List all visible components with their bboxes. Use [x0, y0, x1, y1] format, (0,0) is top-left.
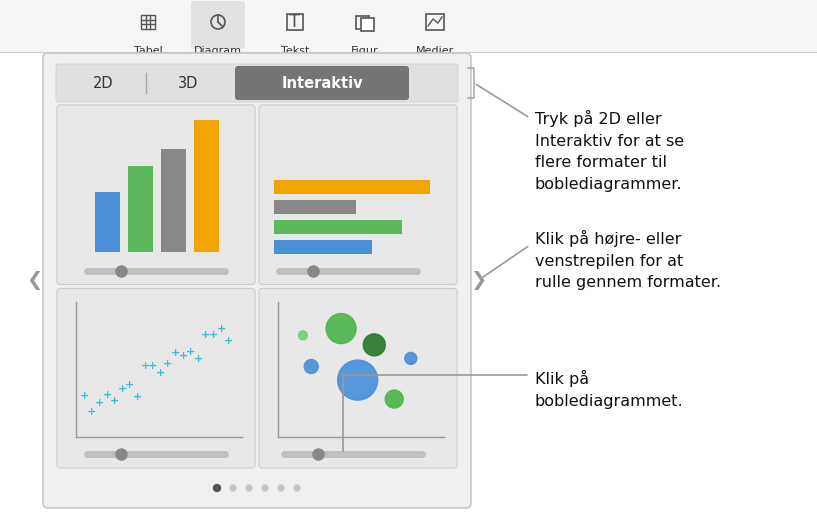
Bar — [361, 18, 374, 31]
Text: T: T — [289, 13, 301, 31]
Circle shape — [337, 360, 377, 400]
Circle shape — [262, 485, 268, 491]
Text: +: + — [148, 361, 158, 371]
FancyBboxPatch shape — [235, 66, 409, 100]
Text: 3D: 3D — [178, 76, 199, 91]
Text: +: + — [201, 330, 211, 340]
Text: ❮: ❮ — [26, 271, 42, 290]
Bar — [287, 14, 303, 30]
Text: +: + — [133, 392, 142, 402]
FancyBboxPatch shape — [57, 289, 255, 468]
Text: +: + — [110, 396, 119, 406]
Text: Tekst: Tekst — [281, 46, 309, 56]
Bar — [141, 15, 155, 29]
Text: Diagram: Diagram — [194, 46, 242, 56]
Circle shape — [230, 485, 236, 491]
Circle shape — [294, 485, 300, 491]
Text: +: + — [95, 398, 104, 407]
Text: Figur: Figur — [351, 46, 379, 56]
FancyBboxPatch shape — [259, 289, 457, 468]
Text: +: + — [102, 390, 112, 400]
Bar — [274, 200, 356, 214]
Bar — [161, 149, 186, 252]
Text: +: + — [163, 359, 172, 369]
Bar — [95, 192, 120, 252]
FancyBboxPatch shape — [57, 105, 255, 284]
FancyBboxPatch shape — [56, 64, 458, 102]
Circle shape — [278, 485, 284, 491]
Bar — [426, 14, 444, 30]
Bar — [274, 240, 373, 254]
Text: +: + — [178, 351, 188, 361]
Text: +: + — [224, 337, 234, 346]
FancyBboxPatch shape — [43, 53, 471, 508]
Text: Medier: Medier — [416, 46, 454, 56]
Bar — [127, 166, 153, 252]
Circle shape — [364, 334, 386, 356]
Text: +: + — [186, 346, 195, 356]
Bar — [0, 0, 817, 52]
Text: +: + — [171, 349, 180, 358]
Text: Klik på
boblediagrammet.: Klik på boblediagrammet. — [535, 370, 684, 408]
Bar — [274, 219, 402, 233]
Text: +: + — [156, 368, 165, 378]
Circle shape — [326, 314, 356, 344]
Bar — [194, 120, 219, 252]
Text: Tabel: Tabel — [134, 46, 163, 56]
Text: ❯: ❯ — [470, 271, 486, 290]
Circle shape — [246, 485, 252, 491]
Text: +: + — [194, 354, 203, 364]
Text: +: + — [87, 407, 96, 417]
Circle shape — [404, 352, 417, 364]
Text: +: + — [141, 362, 150, 371]
Text: +: + — [125, 380, 135, 390]
Bar — [274, 180, 430, 193]
Circle shape — [304, 359, 318, 374]
Text: Interaktiv: Interaktiv — [281, 76, 363, 91]
Circle shape — [385, 390, 404, 408]
Circle shape — [213, 485, 221, 491]
FancyBboxPatch shape — [259, 105, 457, 284]
Text: 2D: 2D — [92, 76, 114, 91]
Text: Klik på højre- eller
venstrepilen for at
rulle gennem formater.: Klik på højre- eller venstrepilen for at… — [535, 230, 721, 290]
Text: +: + — [80, 391, 89, 401]
FancyBboxPatch shape — [191, 1, 245, 49]
Text: Tryk på 2D eller
Interaktiv for at se
flere formater til
boblediagrammer.: Tryk på 2D eller Interaktiv for at se fl… — [535, 110, 684, 192]
Circle shape — [298, 331, 307, 340]
Text: +: + — [217, 324, 225, 334]
Bar — [356, 16, 369, 29]
Text: +: + — [118, 384, 127, 394]
Text: +: + — [209, 330, 218, 340]
